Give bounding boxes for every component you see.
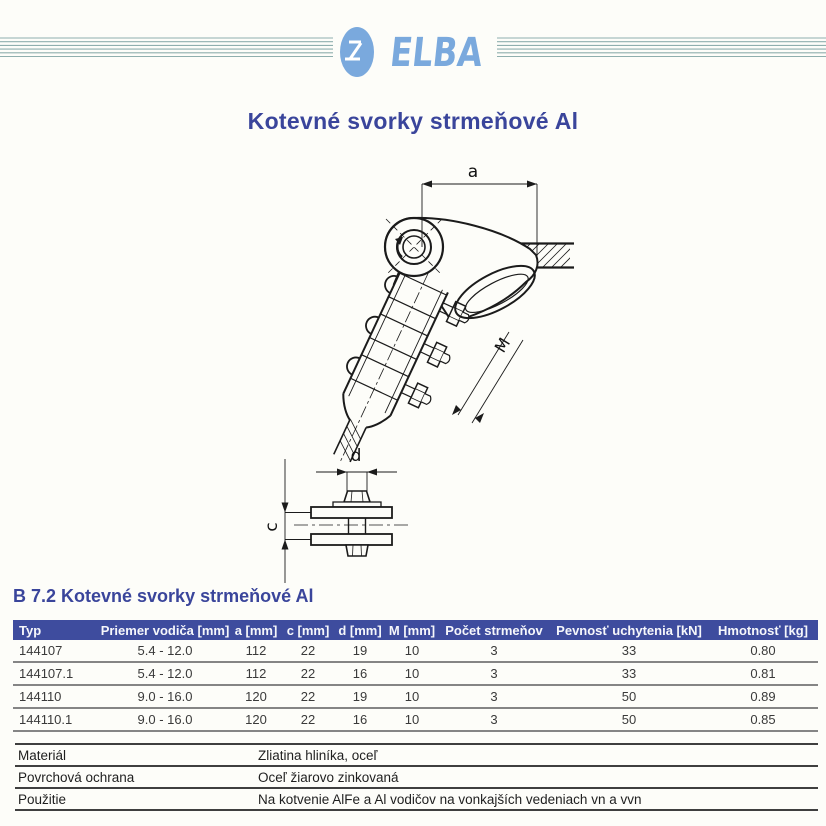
col-header-typ: Typ: [13, 620, 100, 640]
dim-label-d: d: [351, 446, 362, 466]
page-title: Kotevné svorky strmeňové Al: [247, 108, 579, 134]
dimension-d: [316, 468, 397, 493]
cell: 50: [550, 685, 708, 709]
col-header-a: a [mm]: [230, 620, 282, 640]
product-table: Typ Priemer vodiča [mm] a [mm] c [mm] d …: [13, 620, 818, 732]
table-header-row: Typ Priemer vodiča [mm] a [mm] c [mm] d …: [13, 620, 818, 640]
elba-logo-icon: ELBA: [340, 27, 485, 77]
cell: 22: [282, 640, 334, 663]
dimension-m: [452, 331, 524, 424]
technical-drawing: a M d: [262, 162, 574, 583]
cell: 10: [386, 662, 438, 686]
info-label: Materiál: [15, 744, 258, 767]
cell: 112: [230, 640, 282, 663]
dimension-c: [281, 459, 311, 583]
cell: 9.0 - 16.0: [100, 708, 230, 732]
table-row: 144110 9.0 - 16.0 120 22 19 10 3 50 0.89: [13, 685, 818, 709]
info-label: Použitie: [15, 788, 258, 811]
cell: 22: [282, 685, 334, 709]
info-value: Oceľ žiarovo zinkovaná: [258, 766, 818, 789]
cell: 22: [282, 708, 334, 732]
cell: 3: [438, 685, 550, 709]
info-row: Materiál Zliatina hliníka, oceľ: [15, 744, 818, 767]
col-header-c: c [mm]: [282, 620, 334, 640]
logo-wordmark: ELBA: [388, 30, 485, 76]
conductor-exit: [333, 393, 392, 463]
dim-label-c: c: [262, 522, 282, 531]
cell: 33: [550, 662, 708, 686]
cell-typ: 144110: [13, 685, 100, 709]
cell: 9.0 - 16.0: [100, 685, 230, 709]
cell: 19: [334, 685, 386, 709]
cell: 19: [334, 640, 386, 663]
clamp-barrel: [333, 269, 470, 464]
page-header: ELBA: [0, 27, 826, 77]
col-header-hmotnost: Hmotnosť [kg]: [708, 620, 818, 640]
cell: 50: [550, 708, 708, 732]
info-value: Zliatina hliníka, oceľ: [258, 744, 818, 767]
clamp-eye: [383, 216, 445, 278]
header-rule-lines: [0, 37, 826, 58]
cell: 16: [334, 708, 386, 732]
col-header-pocet: Počet strmeňov: [438, 620, 550, 640]
section-heading: B 7.2 Kotevné svorky strmeňové Al: [13, 586, 314, 606]
info-value: Na kotvenie AlFe a Al vodičov na vonkajš…: [258, 788, 818, 811]
info-label: Povrchová ochrana: [15, 766, 258, 789]
cell: 120: [230, 708, 282, 732]
cell: 10: [386, 685, 438, 709]
cell: 10: [386, 640, 438, 663]
cell: 120: [230, 685, 282, 709]
cell-typ: 144107: [13, 640, 100, 663]
dim-label-a: a: [468, 162, 478, 182]
table-row: 144107.1 5.4 - 12.0 112 22 16 10 3 33 0.…: [13, 662, 818, 686]
col-header-m: M [mm]: [386, 620, 438, 640]
cell-typ: 144107.1: [13, 662, 100, 686]
cell: 22: [282, 662, 334, 686]
cell: 16: [334, 662, 386, 686]
cell: 3: [438, 640, 550, 663]
cell: 0.85: [708, 708, 818, 732]
cell-typ: 144110.1: [13, 708, 100, 732]
col-header-priemer: Priemer vodiča [mm]: [100, 620, 230, 640]
table-row: 144110.1 9.0 - 16.0 120 22 16 10 3 50 0.…: [13, 708, 818, 732]
cell: 0.89: [708, 685, 818, 709]
col-header-d: d [mm]: [334, 620, 386, 640]
cell: 5.4 - 12.0: [100, 662, 230, 686]
table-row: 144107 5.4 - 12.0 112 22 19 10 3 33 0.80: [13, 640, 818, 663]
info-row: Použitie Na kotvenie AlFe a Al vodičov n…: [15, 788, 818, 811]
cell: 10: [386, 708, 438, 732]
col-header-pevnost: Pevnosť uchytenia [kN]: [550, 620, 708, 640]
saddle-humps: [346, 275, 399, 376]
dim-label-m: M: [491, 334, 514, 356]
cell: 5.4 - 12.0: [100, 640, 230, 663]
cell: 112: [230, 662, 282, 686]
body-opening: [454, 264, 536, 320]
info-row: Povrchová ochrana Oceľ žiarovo zinkovaná: [15, 766, 818, 789]
cell: 0.81: [708, 662, 818, 686]
cell: 0.80: [708, 640, 818, 663]
clevis-view: d: [262, 446, 409, 583]
cell: 3: [438, 662, 550, 686]
dimension-a: [421, 180, 538, 268]
cell: 33: [550, 640, 708, 663]
info-table: Materiál Zliatina hliníka, oceľ Povrchov…: [15, 743, 818, 811]
cell: 3: [438, 708, 550, 732]
